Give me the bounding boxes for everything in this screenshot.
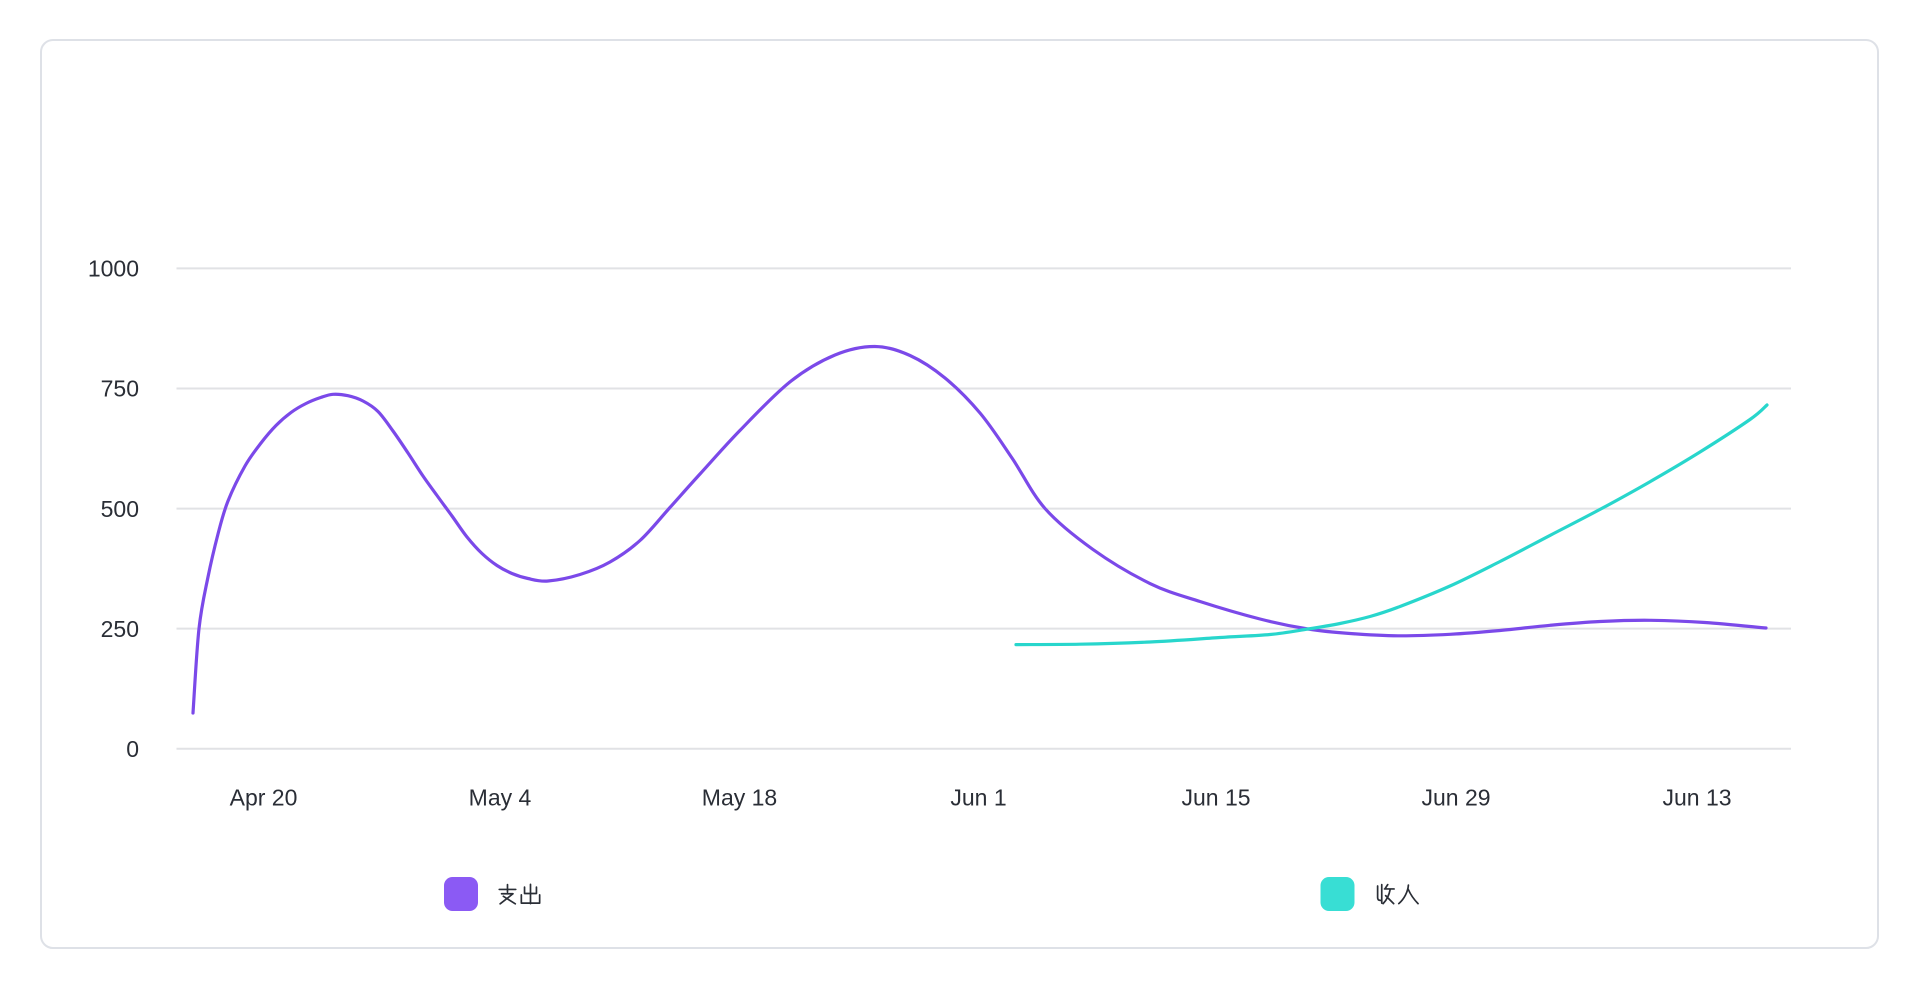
svg-text:1000: 1000 xyxy=(88,256,139,282)
svg-text:250: 250 xyxy=(101,616,139,642)
svg-text:Apr 20: Apr 20 xyxy=(230,785,298,811)
svg-text:May 4: May 4 xyxy=(469,785,532,811)
svg-text:Jun 1: Jun 1 xyxy=(950,785,1006,811)
svg-text:Jun 15: Jun 15 xyxy=(1181,785,1250,811)
svg-text:750: 750 xyxy=(101,376,139,402)
svg-text:0: 0 xyxy=(126,736,139,762)
svg-text:Jun 29: Jun 29 xyxy=(1421,785,1490,811)
svg-text:Jun 13: Jun 13 xyxy=(1662,785,1731,811)
svg-text:May 18: May 18 xyxy=(702,785,777,811)
svg-text:500: 500 xyxy=(101,496,139,522)
